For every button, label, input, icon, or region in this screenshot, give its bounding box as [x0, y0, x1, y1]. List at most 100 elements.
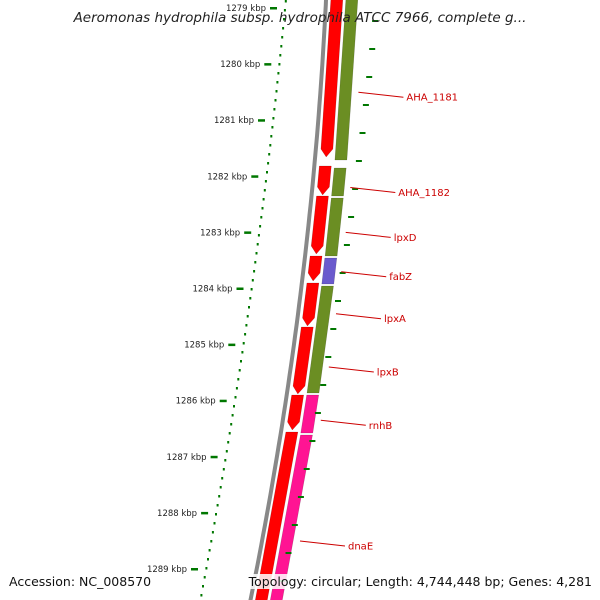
kbp-tick-mark: [244, 231, 252, 234]
feature-track: [255, 0, 379, 600]
genome-backbone: [248, 0, 329, 600]
cds-lpxd-block: [324, 197, 344, 257]
ruler-dot: [238, 369, 241, 372]
ruler-dot: [275, 90, 278, 93]
accession-text: Accession: NC_008570: [7, 574, 154, 589]
ruler-dot: [210, 540, 213, 543]
ruler-dot: [274, 99, 277, 102]
ruler-dot: [231, 414, 234, 417]
gene-label: lpxA: [384, 314, 406, 325]
track-tick: [330, 328, 337, 330]
track-tick: [362, 104, 369, 106]
gene-label: lpxB: [377, 368, 399, 379]
ruler-dot: [262, 198, 265, 201]
ruler-dot: [261, 207, 264, 210]
cds-aha1181-block: [334, 0, 359, 161]
track-tick: [343, 244, 350, 246]
kbp-tick-label: 1281 kbp: [214, 116, 254, 126]
ruler-dot: [222, 468, 225, 471]
kbp-tick-label: 1285 kbp: [184, 341, 224, 351]
ruler-dot: [266, 171, 268, 174]
ruler-dot: [268, 153, 271, 156]
reverse-cds-block: [255, 431, 299, 600]
ruler-dot: [237, 378, 240, 381]
kbp-tick-mark: [236, 287, 244, 290]
track-tick: [335, 300, 341, 302]
kbp-tick-label: 1280 kbp: [220, 60, 260, 70]
ruler-dot: [273, 108, 276, 111]
cds-rnhb-block: [300, 394, 319, 434]
kbp-ticks: 1279 kbp 1280 kbp 1281 kbp 1282 kbp 1283 kbp…: [147, 4, 277, 575]
ruler-dot: [244, 333, 247, 336]
ruler-dot: [283, 9, 286, 12]
ruler-dot: [221, 477, 224, 480]
ruler-dot: [211, 531, 214, 534]
ruler-dot: [281, 36, 284, 39]
kbp-tick-label: 1283 kbp: [200, 228, 240, 238]
gene-label: lpxD: [394, 233, 417, 244]
ruler-dot: [230, 423, 233, 426]
gene-leader-line: [350, 187, 396, 193]
ruler-dot: [245, 324, 248, 327]
cds-dnae-block: [270, 434, 313, 600]
track-tick: [339, 272, 346, 274]
ruler-dot: [271, 126, 274, 129]
topology-text: Topology: circular; Length: 4,744,448 bp…: [246, 574, 594, 589]
ruler-dot: [272, 117, 275, 120]
reverse-cds-block: [320, 0, 344, 158]
ruler-dot: [242, 342, 245, 345]
gene-leader-line: [320, 419, 366, 426]
cds-fabz-block: [321, 257, 338, 285]
ruler-dot: [208, 549, 211, 552]
ruler-dot: [202, 585, 204, 588]
gene-label: rnhB: [369, 421, 393, 432]
ruler-dot: [260, 216, 263, 219]
kbp-tick-mark: [258, 119, 265, 122]
track-tick: [366, 76, 373, 78]
map-title: Aeromonas hydrophila subsp. hydrophila A…: [73, 10, 527, 26]
ruler-dot: [255, 252, 258, 255]
ruler-dot: [216, 504, 219, 507]
kbp-tick-mark: [219, 399, 227, 403]
track-tick: [297, 496, 304, 498]
kbp-tick-label: 1279 kbp: [226, 4, 266, 14]
kbp-tick-label: 1286 kbp: [176, 397, 216, 407]
ruler-dot: [284, 0, 287, 3]
gene-leader-line: [299, 540, 346, 547]
ruler-dot: [283, 18, 285, 21]
reverse-cds-block: [287, 394, 304, 431]
ruler-dot: [267, 162, 270, 165]
ruler-dot: [224, 459, 227, 462]
ruler-dot: [259, 225, 262, 228]
ruler-dot: [207, 558, 209, 561]
track-tick: [285, 552, 292, 554]
ruler-dot: [264, 180, 267, 183]
kbp-tick-mark: [228, 343, 236, 347]
ruler-dot: [280, 45, 283, 48]
ruler-dot: [218, 495, 221, 498]
ruler-dot: [205, 567, 208, 570]
kbp-tick-label: 1282 kbp: [207, 172, 247, 182]
ruler-dot: [278, 63, 281, 66]
ruler-dot: [253, 270, 256, 273]
ruler-dot: [257, 234, 260, 237]
ruler-dot: [277, 72, 280, 75]
track-tick: [369, 48, 376, 50]
gene-leader-line: [328, 366, 374, 373]
gene-leader-line: [345, 231, 391, 238]
ruler-dot: [219, 486, 222, 489]
cds-aha1182-block: [331, 167, 347, 197]
gene-leader-line: [335, 313, 382, 320]
ruler-dot: [228, 432, 231, 435]
ruler-dot: [276, 81, 279, 84]
ruler-dot: [251, 279, 254, 282]
ruler-dot: [270, 135, 273, 138]
kbp-tick-label: 1284 kbp: [192, 285, 232, 295]
ruler-dot: [279, 54, 282, 57]
kbp-tick-label: 1287 kbp: [167, 453, 207, 463]
gene-leader-line: [341, 271, 387, 278]
ruler-dot: [263, 189, 266, 192]
track-tick: [303, 468, 310, 470]
track-tick: [291, 524, 298, 526]
ruler-dot: [248, 306, 250, 309]
